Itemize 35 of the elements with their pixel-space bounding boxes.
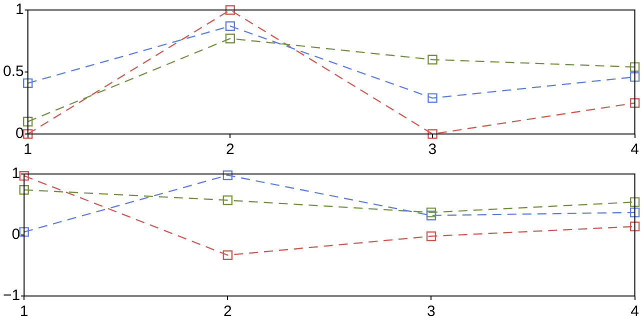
- point: [630, 208, 640, 218]
- point: [19, 227, 29, 237]
- y-tick-label: 1: [16, 1, 24, 18]
- point: [222, 195, 233, 206]
- x-tick-label: 2: [223, 303, 232, 320]
- point: [428, 54, 438, 64]
- point: [222, 250, 233, 260]
- x-tick-label: 3: [427, 303, 436, 320]
- point: [630, 197, 640, 207]
- point: [19, 185, 29, 195]
- point: [225, 34, 236, 44]
- point: [23, 116, 33, 126]
- point: [225, 21, 236, 31]
- point: [426, 210, 436, 220]
- point: [19, 170, 29, 181]
- y-tick-label: −1: [2, 287, 20, 304]
- point: [630, 222, 640, 232]
- point: [23, 78, 33, 88]
- point: [630, 98, 640, 108]
- x-tick-label: 3: [428, 141, 437, 158]
- x-tick-label: 4: [630, 141, 639, 158]
- point: [23, 129, 33, 139]
- y-tick-label: 0: [16, 125, 24, 142]
- point: [225, 5, 236, 15]
- y-tick-label: 0: [12, 226, 20, 244]
- point: [426, 231, 436, 242]
- y-tick-label: 0.5: [2, 63, 24, 80]
- point: [428, 129, 438, 139]
- point: [630, 72, 640, 82]
- x-tick-label: 4: [630, 303, 639, 320]
- y-tick-label: 1: [12, 165, 20, 182]
- point: [428, 93, 438, 103]
- point: [630, 62, 640, 72]
- point: [222, 170, 233, 180]
- x-tick-label: 2: [226, 141, 234, 158]
